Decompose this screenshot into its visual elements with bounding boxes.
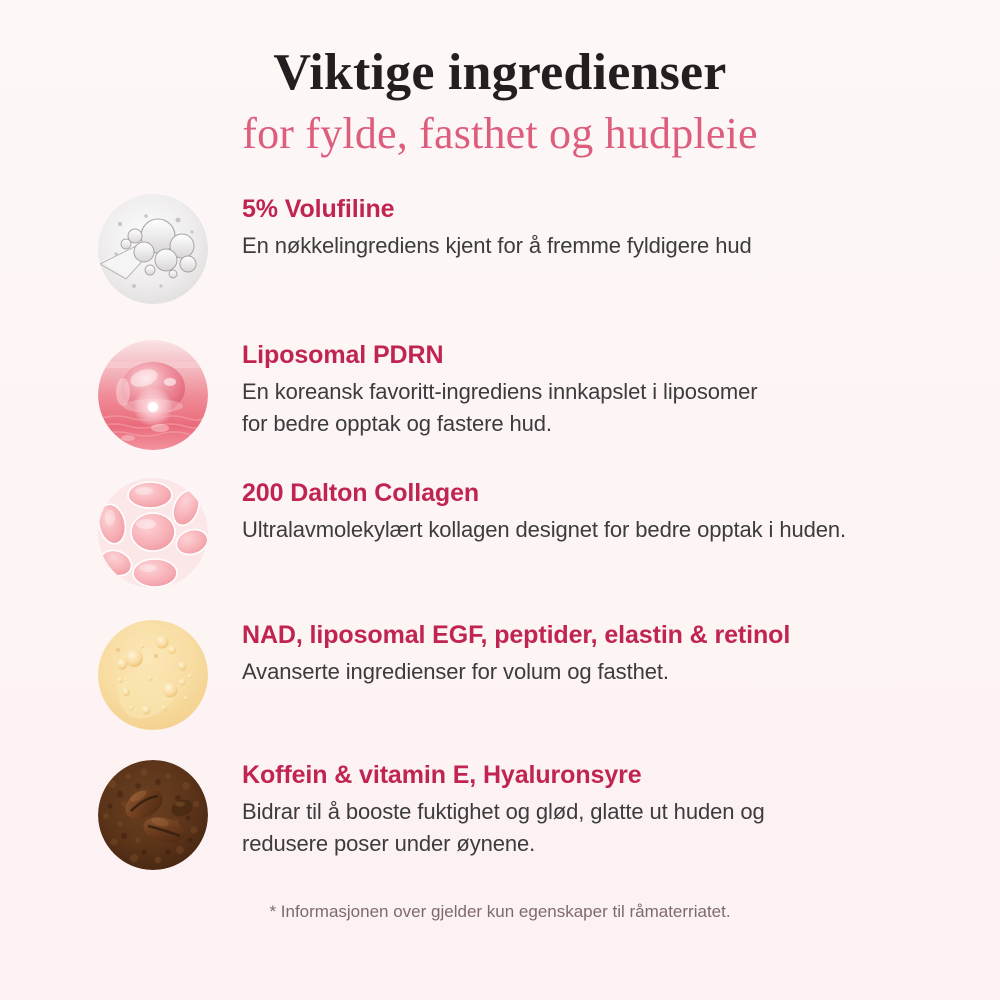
ingredient-title: Koffein & vitamin E, Hyaluronsyre [242,761,642,789]
ingredient-description: En nøkkelingrediens kjent for å fremme f… [242,233,752,258]
ingredient-title: 200 Dalton Collagen [242,479,480,507]
ingredient-text: 5% Volufiline En nøkkelingrediens kjent … [242,194,982,262]
ingredient-title: 5% Volufiline [242,195,395,223]
ingredient-description: Bidrar til å booste fuktighet og glød, g… [242,799,765,856]
pink-droplet-icon [98,340,208,450]
ingredient-description: Avanserte ingredienser for volum og fast… [242,659,669,684]
ingredient-description: Ultralavmolekylært kollagen designet for… [242,517,847,542]
ingredient-thumbnail [98,194,208,304]
ingredient-description: En koreansk favoritt-ingrediens innkapsl… [242,379,758,436]
ingredient-text: NAD, liposomal EGF, peptider, elastin & … [242,620,982,688]
ingredient-thumbnail [98,340,208,450]
yellow-serum-icon [98,620,208,730]
page-title: Viktige ingredienser [273,44,727,101]
ingredient-text: Koffein & vitamin E, Hyaluronsyre Bidrar… [242,760,982,860]
ingredient-text: 200 Dalton Collagen Ultralavmolekylært k… [242,478,982,546]
ingredient-text: Liposomal PDRN En koreansk favoritt-ingr… [242,340,982,440]
clear-gel-bubbles-icon [98,194,208,304]
footnote: * Informasjonen over gjelder kun egenska… [269,902,731,921]
ingredient-thumbnail [98,620,208,730]
coffee-beans-icon [98,760,208,870]
header: Viktige ingredienser for fylde, fasthet … [0,44,1000,160]
ingredient-thumbnail [98,478,208,588]
pink-collagen-beads-icon [98,478,208,588]
ingredient-title: Liposomal PDRN [242,341,444,369]
page-subtitle: for fylde, fasthet og hudpleie [242,109,758,158]
ingredient-thumbnail [98,760,208,870]
ingredient-title: NAD, liposomal EGF, peptider, elastin & … [242,621,791,649]
